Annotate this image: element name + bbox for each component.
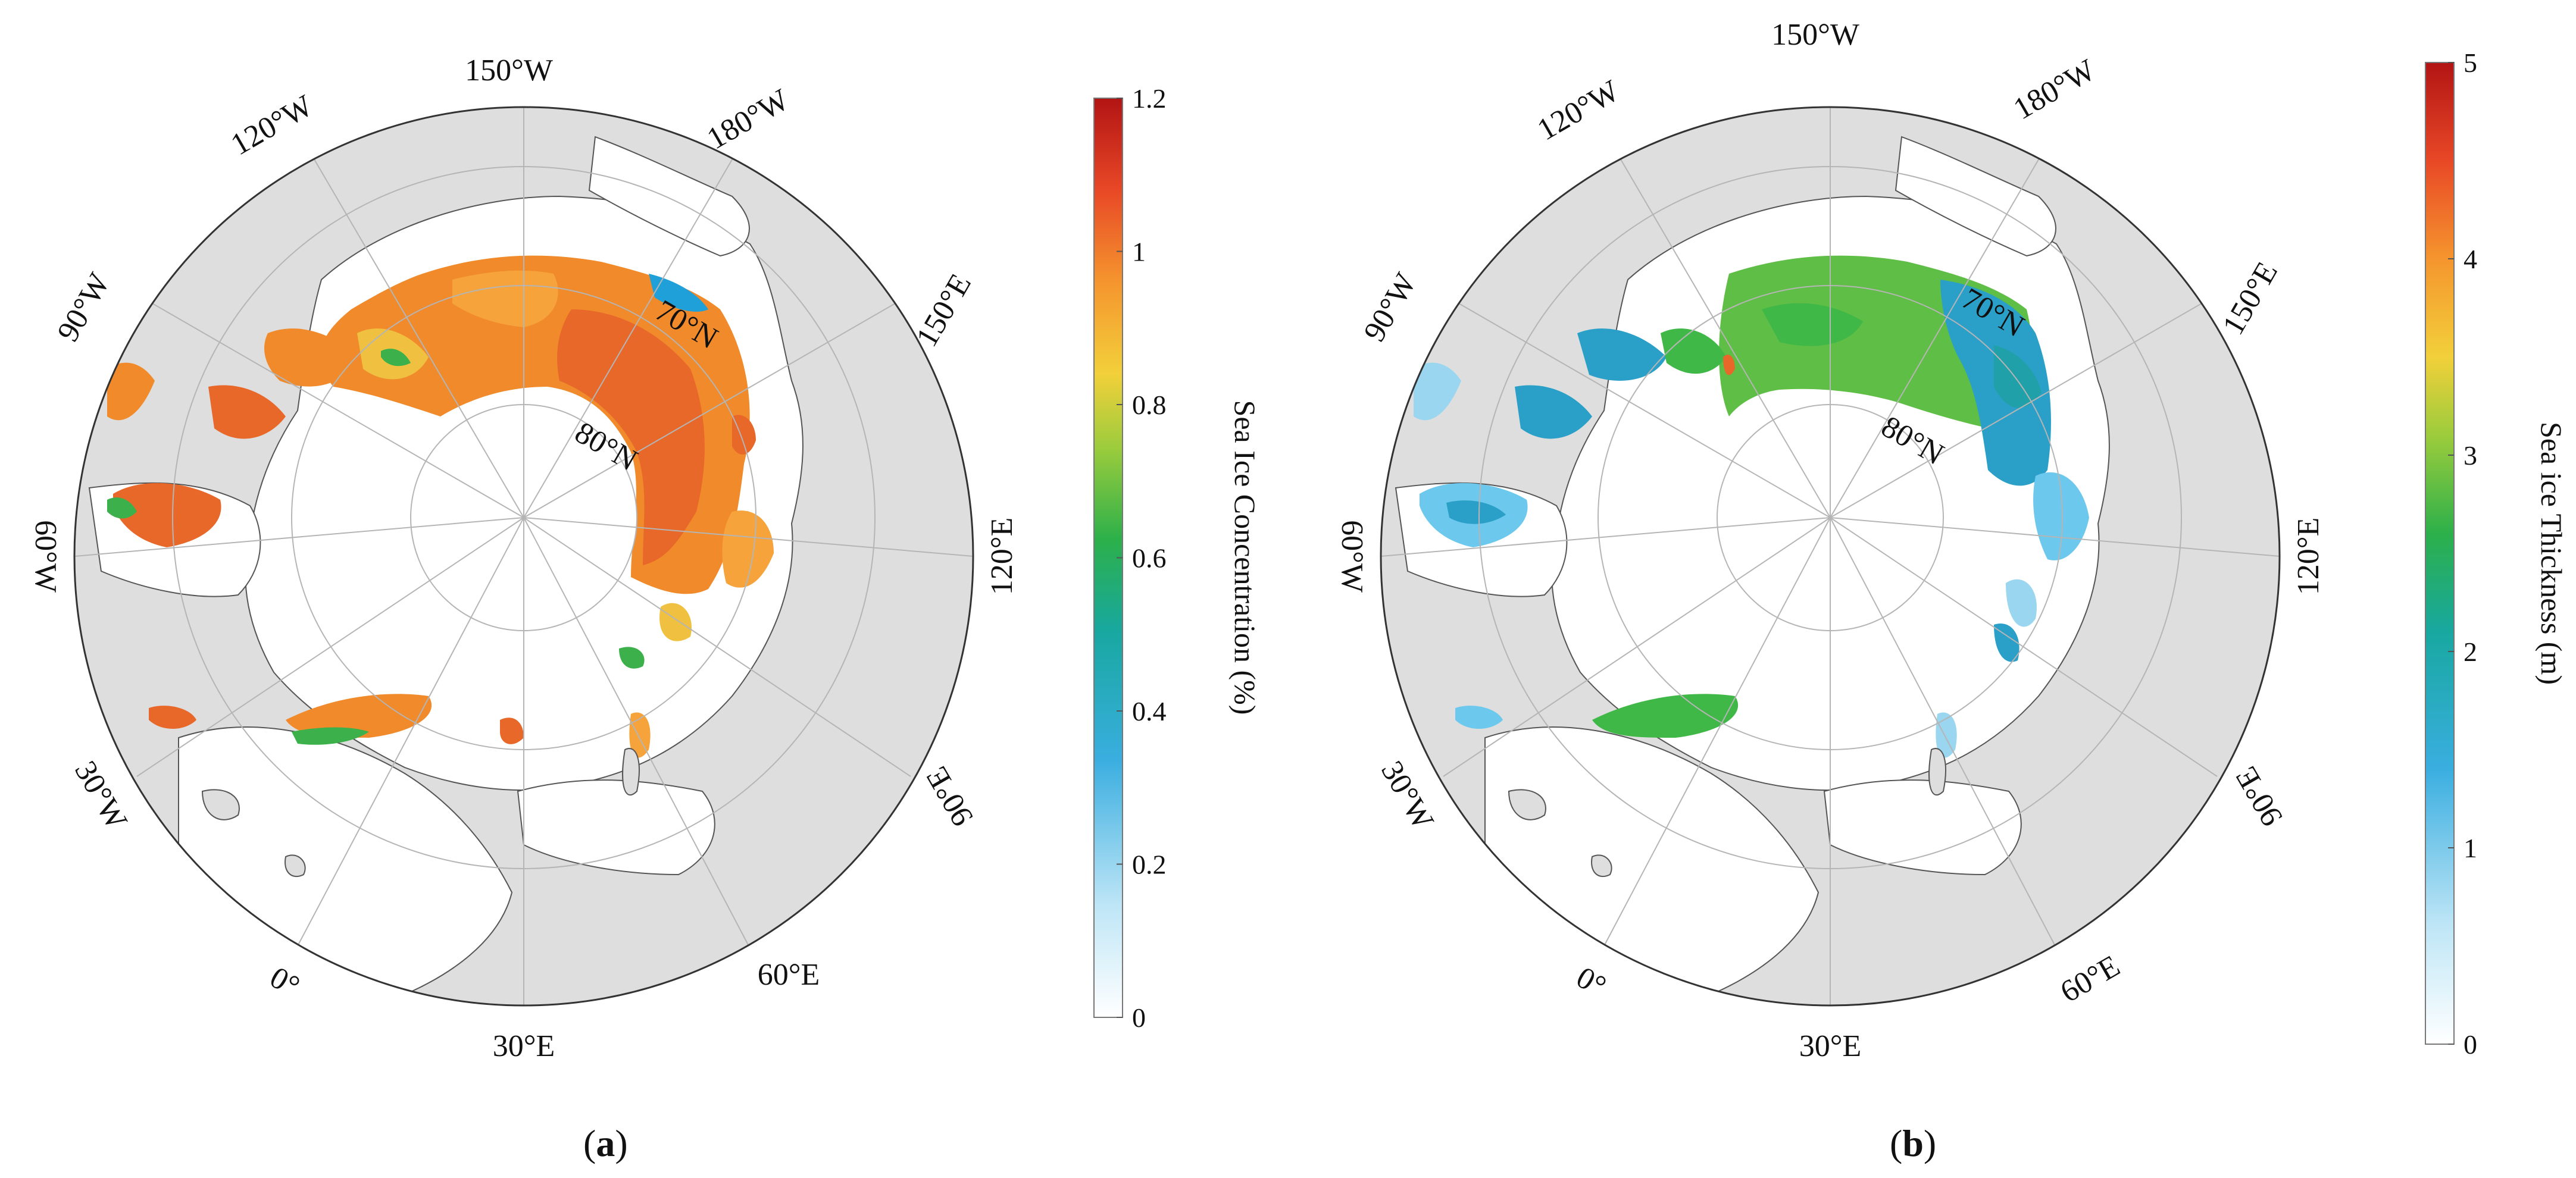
colorbar-tick-label: 4 <box>2464 244 2477 274</box>
lon-label-150e: 150°E <box>909 268 978 353</box>
panel-caption-b: (b) <box>1890 1122 1937 1164</box>
graticule-a <box>74 107 973 1005</box>
lon-label-90w: 90°W <box>51 268 117 347</box>
lon-label-90w: 90°W <box>1358 268 1423 347</box>
colorbar-tick-label: 1 <box>2464 833 2477 863</box>
lon-label-180w: 180°W <box>701 83 795 156</box>
colorbar-title-b: Sea ice Thickness (m) <box>2535 422 2568 685</box>
colorbar-title-a: Sea Ice Concentration (%) <box>1228 400 1262 715</box>
lon-label-120w: 120°W <box>225 89 318 162</box>
lon-label-60w: 60°W <box>29 520 62 593</box>
lon-label-0: 0° <box>1571 960 1612 1004</box>
lon-label-120e: 120°E <box>2291 518 2325 596</box>
lon-label-30e: 30°E <box>1799 1029 1862 1063</box>
map-disk-a <box>74 107 973 1005</box>
map-boundary-a <box>73 106 974 1007</box>
lon-label-180w: 180°W <box>2008 53 2101 126</box>
lon-label-150w: 150°W <box>1771 18 1859 52</box>
colorbar-a: 0 0.2 0.4 0.6 0.8 1 1.2 Sea Ice Concentration … <box>1093 83 1262 1033</box>
lon-label-90e: 90°E <box>2229 761 2290 832</box>
lon-label-30w: 30°W <box>68 756 133 835</box>
lon-label-0: 0° <box>264 960 305 1004</box>
lon-label-150e: 150°E <box>2216 256 2284 341</box>
map-disk-b <box>1381 107 2280 1005</box>
colorbar-tick-label: 0.6 <box>1132 543 1167 574</box>
colorbar-tick-label: 0.2 <box>1132 850 1167 880</box>
colorbar-b: 0 1 2 3 4 5 Sea ice Thickness (m) <box>2425 48 2568 1060</box>
map-boundary-b <box>1380 106 2281 1007</box>
colorbar-tick-label: 3 <box>2464 440 2477 471</box>
lon-label-120w: 120°W <box>1531 74 1625 147</box>
colorbar-tick-label: 0 <box>1132 1002 1146 1033</box>
lon-label-120e: 120°E <box>985 518 1019 596</box>
lon-label-60w: 60°W <box>1335 520 1369 593</box>
colorbar-tick-label: 5 <box>2464 48 2477 78</box>
colorbar-tick-label: 0 <box>2464 1029 2477 1060</box>
lon-label-30e: 30°E <box>493 1029 555 1063</box>
panel-caption-a: (a) <box>583 1122 628 1164</box>
lon-label-90e: 90°E <box>920 761 980 832</box>
sea-ice-a <box>107 255 774 758</box>
sea-ice-b <box>1414 255 2089 758</box>
map-panel-b: 150°W 180°W 150°E 120°E 90°E 60°E 30°E 0… <box>1335 18 2568 1063</box>
lon-label-30w: 30°W <box>1374 756 1440 835</box>
lon-label-60e: 60°E <box>758 958 820 992</box>
graticule-b <box>1381 107 2280 1005</box>
bering-region <box>1895 136 2056 257</box>
lon-label-60e: 60°E <box>2055 949 2125 1010</box>
colorbar-tick-label: 0.8 <box>1132 390 1167 420</box>
colorbar-tick-label: 1.2 <box>1132 83 1167 114</box>
colorbar-tick-label: 0.4 <box>1132 696 1167 726</box>
map-panel-a: 150°W 180°W 150°E 120°E 90°E 60°E 30°E 0… <box>29 54 1262 1063</box>
lon-label-150w: 150°W <box>465 54 553 87</box>
bering-region <box>588 136 750 257</box>
colorbar-tick-label: 2 <box>2464 637 2477 667</box>
colorbar-tick-label: 1 <box>1132 237 1146 267</box>
